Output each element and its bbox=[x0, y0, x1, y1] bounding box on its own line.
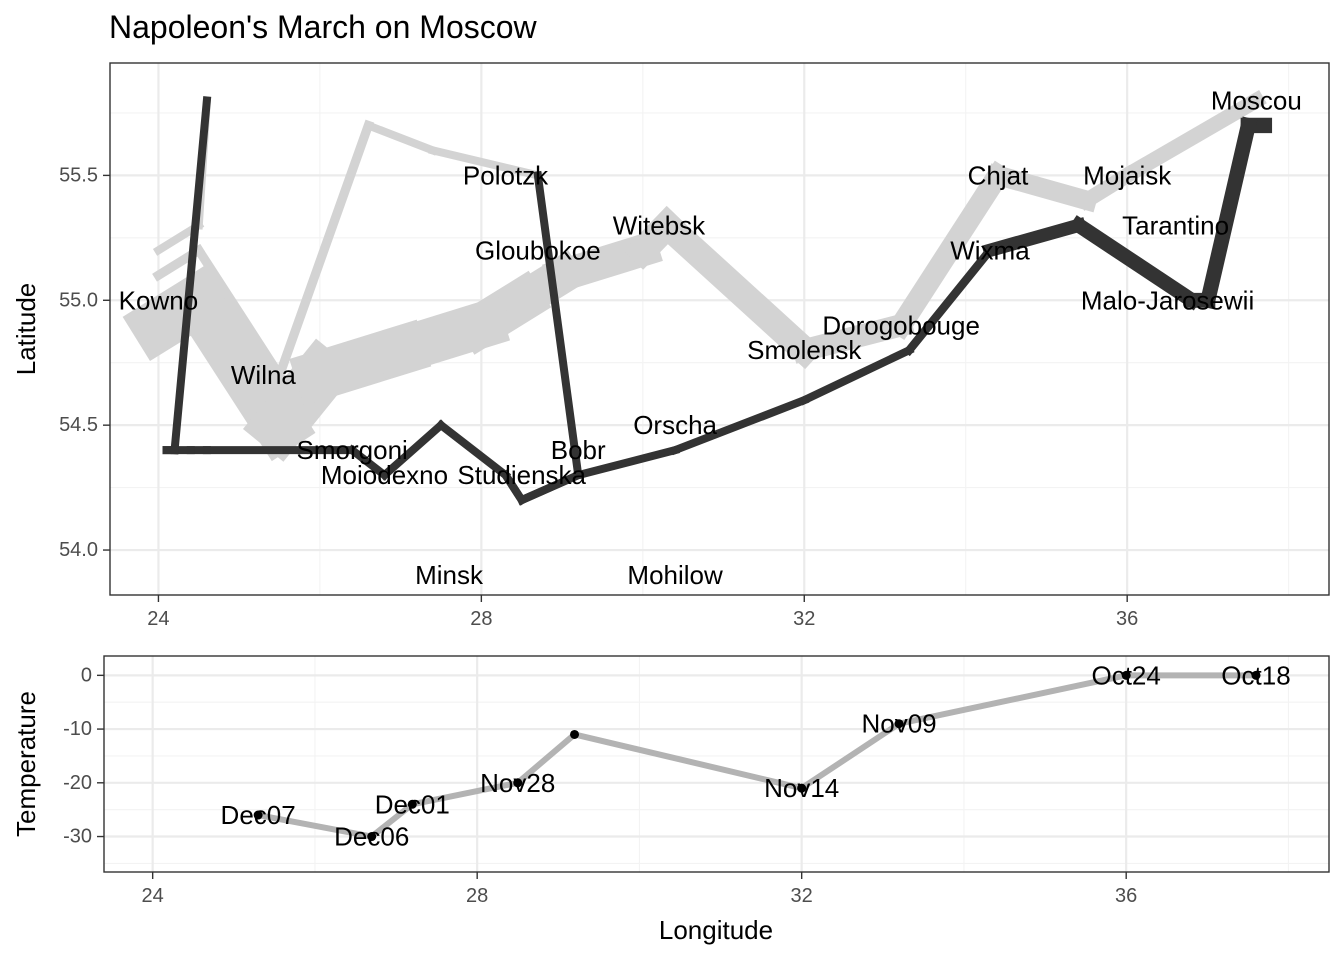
path-segment-retreat-group3-6-0 bbox=[170, 96, 212, 455]
temperature-date-label-dec01: Dec01 bbox=[375, 789, 450, 819]
temperature-point-0 bbox=[1251, 670, 1261, 680]
path-segment-retreat-group2-4-2 bbox=[500, 469, 528, 506]
city-label-moscou: Moscou bbox=[1211, 85, 1302, 115]
city-label-gloubokoe: Gloubokoe bbox=[475, 235, 601, 265]
temperature-date-label-oct18: Oct18 bbox=[1221, 660, 1290, 690]
map-panel-background bbox=[110, 63, 1329, 595]
temperature-y-tick-label: -10 bbox=[63, 718, 92, 740]
city-label-kowno: Kowno bbox=[119, 285, 199, 315]
chart-title: Napoleon's March on Moscow bbox=[109, 9, 538, 45]
path-segment-advance-group1-0-10 bbox=[790, 311, 915, 364]
path-segment-advance-group2-2-3 bbox=[363, 120, 439, 156]
path-segment-retreat-group1-1-8 bbox=[573, 445, 680, 480]
path-segment-advance-group1-0-13 bbox=[1076, 164, 1138, 211]
path-segment-advance-group2-2-1 bbox=[192, 243, 286, 382]
map-y-tick-label: 54.0 bbox=[59, 539, 98, 561]
city-label-polotzk: Polotzk bbox=[463, 160, 549, 190]
path-segment-retreat-group1-1-11 bbox=[435, 419, 512, 481]
map-y-axis-title: Latitude bbox=[11, 283, 41, 376]
city-label-wilna: Wilna bbox=[231, 360, 297, 390]
temperature-axes: 24 28 32 36 0 -10 -20 -30 bbox=[63, 664, 1137, 907]
path-segment-advance-group2-3-0 bbox=[428, 145, 543, 181]
temperature-y-tick-label: 0 bbox=[81, 664, 92, 686]
temperature-point-3 bbox=[797, 783, 807, 793]
city-label-orscha: Orscha bbox=[633, 410, 717, 440]
temperature-date-label-dec07: Dec07 bbox=[221, 800, 296, 830]
path-segment-retreat-group1-1-12 bbox=[378, 419, 447, 481]
temperature-y-axis-title: Temperature bbox=[11, 691, 41, 837]
city-label-chjat: Chjat bbox=[968, 160, 1029, 190]
temperature-date-label-dec06: Dec06 bbox=[334, 822, 409, 852]
city-label-bobr: Bobr bbox=[551, 435, 606, 465]
temperature-x-tick-label: 24 bbox=[142, 885, 164, 907]
map-x-tick-label: 32 bbox=[793, 608, 815, 630]
path-segment-retreat-group1-1-13 bbox=[346, 444, 391, 481]
temperature-date-label-nov28: Nov28 bbox=[480, 768, 555, 798]
temperature-point-2 bbox=[894, 719, 904, 729]
temperature-x-axis-title: Longitude bbox=[659, 915, 773, 945]
city-label-smorgoni: Smorgoni bbox=[297, 435, 408, 465]
temperature-date-label-nov09: Nov09 bbox=[861, 709, 936, 739]
path-segment-retreat-group2-4-1 bbox=[516, 469, 584, 506]
temperature-point-6 bbox=[407, 799, 417, 809]
path-segment-retreat-group1-1-6 bbox=[798, 344, 915, 406]
temperature-x-tick-label: 32 bbox=[791, 885, 813, 907]
temperature-point-7 bbox=[367, 832, 377, 842]
temperature-date-label-oct24: Oct24 bbox=[1091, 660, 1160, 690]
city-label-malo-jarosewii: Malo-Jarosewii bbox=[1081, 285, 1254, 315]
path-segment-advance-group1-0-9 bbox=[648, 206, 824, 370]
city-label-mohilow: Mohilow bbox=[627, 560, 723, 590]
city-label-wixma: Wixma bbox=[950, 235, 1030, 265]
temperature-date-label-nov14: Nov14 bbox=[764, 773, 839, 803]
city-label-moiodexno: Moiodexno bbox=[321, 460, 448, 490]
map-x-tick-label: 36 bbox=[1116, 608, 1138, 630]
path-segment-retreat-group1-1-4 bbox=[981, 217, 1087, 259]
city-label-studienska: Studienska bbox=[457, 460, 586, 490]
map-panel-border bbox=[109, 62, 1330, 596]
map-y-tick-label: 55.5 bbox=[59, 164, 98, 186]
temperature-x-tick-label: 28 bbox=[466, 885, 488, 907]
map-y-tick-label: 55.0 bbox=[59, 289, 98, 311]
temperature-point-4 bbox=[570, 729, 580, 739]
temperature-x-tick-label: 36 bbox=[1115, 885, 1137, 907]
path-segment-advance-group2-2-2 bbox=[273, 119, 375, 382]
path-segment-retreat-group1-1-1 bbox=[1198, 116, 1258, 310]
city-label-dorogobouge: Dorogobouge bbox=[822, 310, 980, 340]
map-y-tick-label: 54.5 bbox=[59, 414, 98, 436]
path-segment-retreat-group1-1-5 bbox=[903, 244, 996, 357]
city-label-smolensk: Smolensk bbox=[747, 335, 862, 365]
map-x-tick-label: 24 bbox=[147, 608, 169, 630]
temperature-y-tick-label: -20 bbox=[63, 772, 92, 794]
path-segment-retreat-group1-1-3 bbox=[1068, 215, 1202, 311]
path-segment-advance-group1-0-11 bbox=[886, 160, 1013, 341]
path-segment-advance-group1-0-12 bbox=[986, 163, 1099, 213]
city-label-tarantino: Tarantino bbox=[1122, 210, 1229, 240]
temperature-point-5 bbox=[513, 778, 523, 788]
temperature-point-1 bbox=[1121, 670, 1131, 680]
temperature-line bbox=[253, 670, 1261, 842]
map-axes: 24 28 32 36 54.0 54.5 55.0 55.5 bbox=[59, 164, 1138, 630]
city-label-witebsk: Witebsk bbox=[613, 210, 706, 240]
path-segment-retreat-group1-1-7 bbox=[669, 395, 810, 456]
temperature-panel-border bbox=[103, 655, 1330, 873]
path-segment-advance-group1-0-14 bbox=[1116, 90, 1267, 186]
path-segment-retreat-group2-4-0 bbox=[533, 170, 583, 480]
city-label-minsk: Minsk bbox=[415, 560, 484, 590]
map-x-tick-label: 28 bbox=[470, 608, 492, 630]
city-label-mojaisk: Mojaisk bbox=[1083, 160, 1172, 190]
temperature-y-tick-label: -30 bbox=[63, 826, 92, 848]
temperature-point-8 bbox=[253, 810, 263, 820]
map-troop-paths bbox=[122, 90, 1273, 506]
